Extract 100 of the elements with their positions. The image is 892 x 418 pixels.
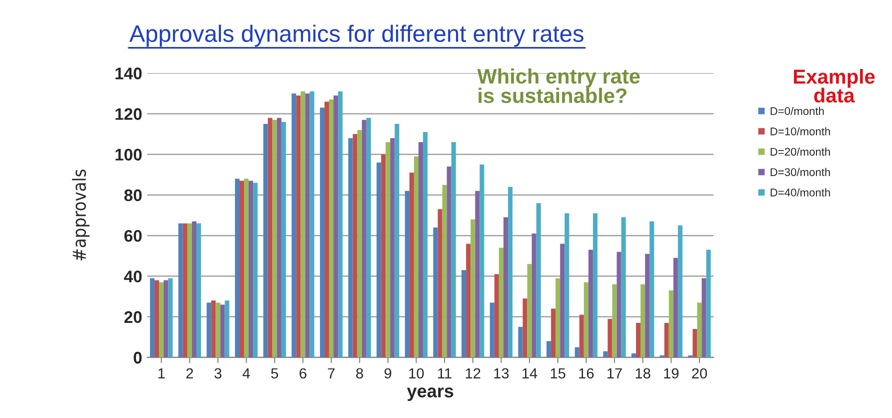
legend-label: D=30/month (770, 168, 830, 176)
bar (366, 118, 371, 358)
y-tick-label: 120 (116, 108, 142, 120)
legend-label: D=40/month (770, 188, 830, 196)
bar (244, 178, 249, 358)
x-tick-label: 17 (607, 368, 622, 378)
bar (154, 280, 160, 358)
bar (159, 282, 164, 358)
bar (300, 91, 306, 358)
bar (551, 308, 556, 358)
bar (556, 278, 560, 358)
bar (584, 282, 588, 358)
bar (362, 120, 366, 358)
bar (494, 274, 499, 358)
legend-label: D=20/month (770, 148, 830, 156)
bar (564, 213, 570, 358)
y-tick-label: 60 (124, 230, 142, 242)
x-tick-label: 19 (664, 368, 679, 379)
bar (320, 108, 324, 358)
bar (268, 118, 272, 358)
x-tick-label: 14 (522, 368, 538, 378)
annotation: Which entry rate is sustainable? (477, 68, 640, 104)
bar (640, 284, 646, 358)
x-tick-label: 2 (186, 368, 193, 378)
bar (329, 100, 334, 358)
bar (574, 347, 580, 358)
text: Example data (794, 69, 875, 103)
x-tick-label: 9 (384, 368, 392, 379)
bar (352, 134, 358, 358)
bar (376, 162, 382, 358)
y-tick-label: 20 (124, 311, 142, 323)
bar (386, 142, 390, 358)
bar (621, 217, 626, 358)
x-tick-label: 10 (409, 368, 424, 379)
bar (310, 91, 314, 358)
bar (164, 280, 168, 358)
bar (253, 182, 258, 358)
x-tick-label: 16 (579, 368, 594, 379)
bar (442, 184, 447, 358)
bar (263, 124, 268, 358)
bar (414, 156, 418, 358)
y-tick-label: 140 (116, 68, 142, 80)
x-tick-label: 5 (271, 368, 278, 379)
bar (150, 278, 155, 358)
bar (357, 130, 362, 358)
bar (475, 190, 480, 358)
bar (668, 290, 674, 358)
bar (503, 217, 508, 358)
bar (579, 314, 584, 358)
bar (527, 264, 532, 358)
bar (706, 250, 711, 358)
bar (697, 302, 702, 358)
y-axis-title: #approvals (72, 170, 90, 260)
bar (381, 154, 386, 358)
bar (348, 138, 353, 358)
bar (546, 341, 552, 358)
bar (324, 102, 329, 358)
bar (692, 328, 698, 358)
bar (305, 93, 310, 358)
x-tick-label: 18 (636, 368, 650, 379)
bar (418, 142, 424, 358)
bar (608, 318, 612, 358)
bar (394, 124, 400, 358)
bar (588, 250, 593, 358)
bar (234, 178, 240, 358)
y-tick-label: 0 (134, 352, 142, 364)
x-tick-label: 12 (466, 368, 480, 378)
legend-label: D=10/month (770, 127, 830, 136)
bar (664, 322, 669, 358)
bar (673, 258, 678, 358)
bar (196, 223, 201, 358)
bar (211, 300, 216, 358)
bar (650, 221, 654, 358)
bar (603, 351, 608, 358)
bar (636, 322, 641, 358)
bar (451, 142, 456, 358)
chart-title: Approvals dynamics for different entry rates (129, 24, 584, 47)
x-tick-label: 4 (242, 368, 250, 378)
bar (522, 298, 528, 358)
bar (423, 132, 428, 358)
bar (192, 221, 196, 358)
x-tick-label: 11 (438, 368, 452, 378)
bar (518, 326, 523, 358)
bar (334, 95, 338, 358)
x-tick-label: 7 (328, 368, 335, 378)
bar (206, 302, 212, 358)
y-tick-label: 80 (124, 189, 142, 202)
bar (240, 180, 244, 358)
x-tick-label: 20 (692, 368, 707, 379)
bar (616, 252, 622, 358)
bar (470, 219, 476, 358)
bar (645, 254, 650, 358)
x-tick-label: 3 (214, 368, 222, 379)
bar (536, 203, 541, 358)
bar (178, 223, 183, 358)
bar (462, 270, 466, 358)
y-tick-label: 40 (124, 270, 142, 282)
bar (390, 138, 395, 358)
bar (433, 227, 438, 358)
bar (532, 234, 536, 358)
